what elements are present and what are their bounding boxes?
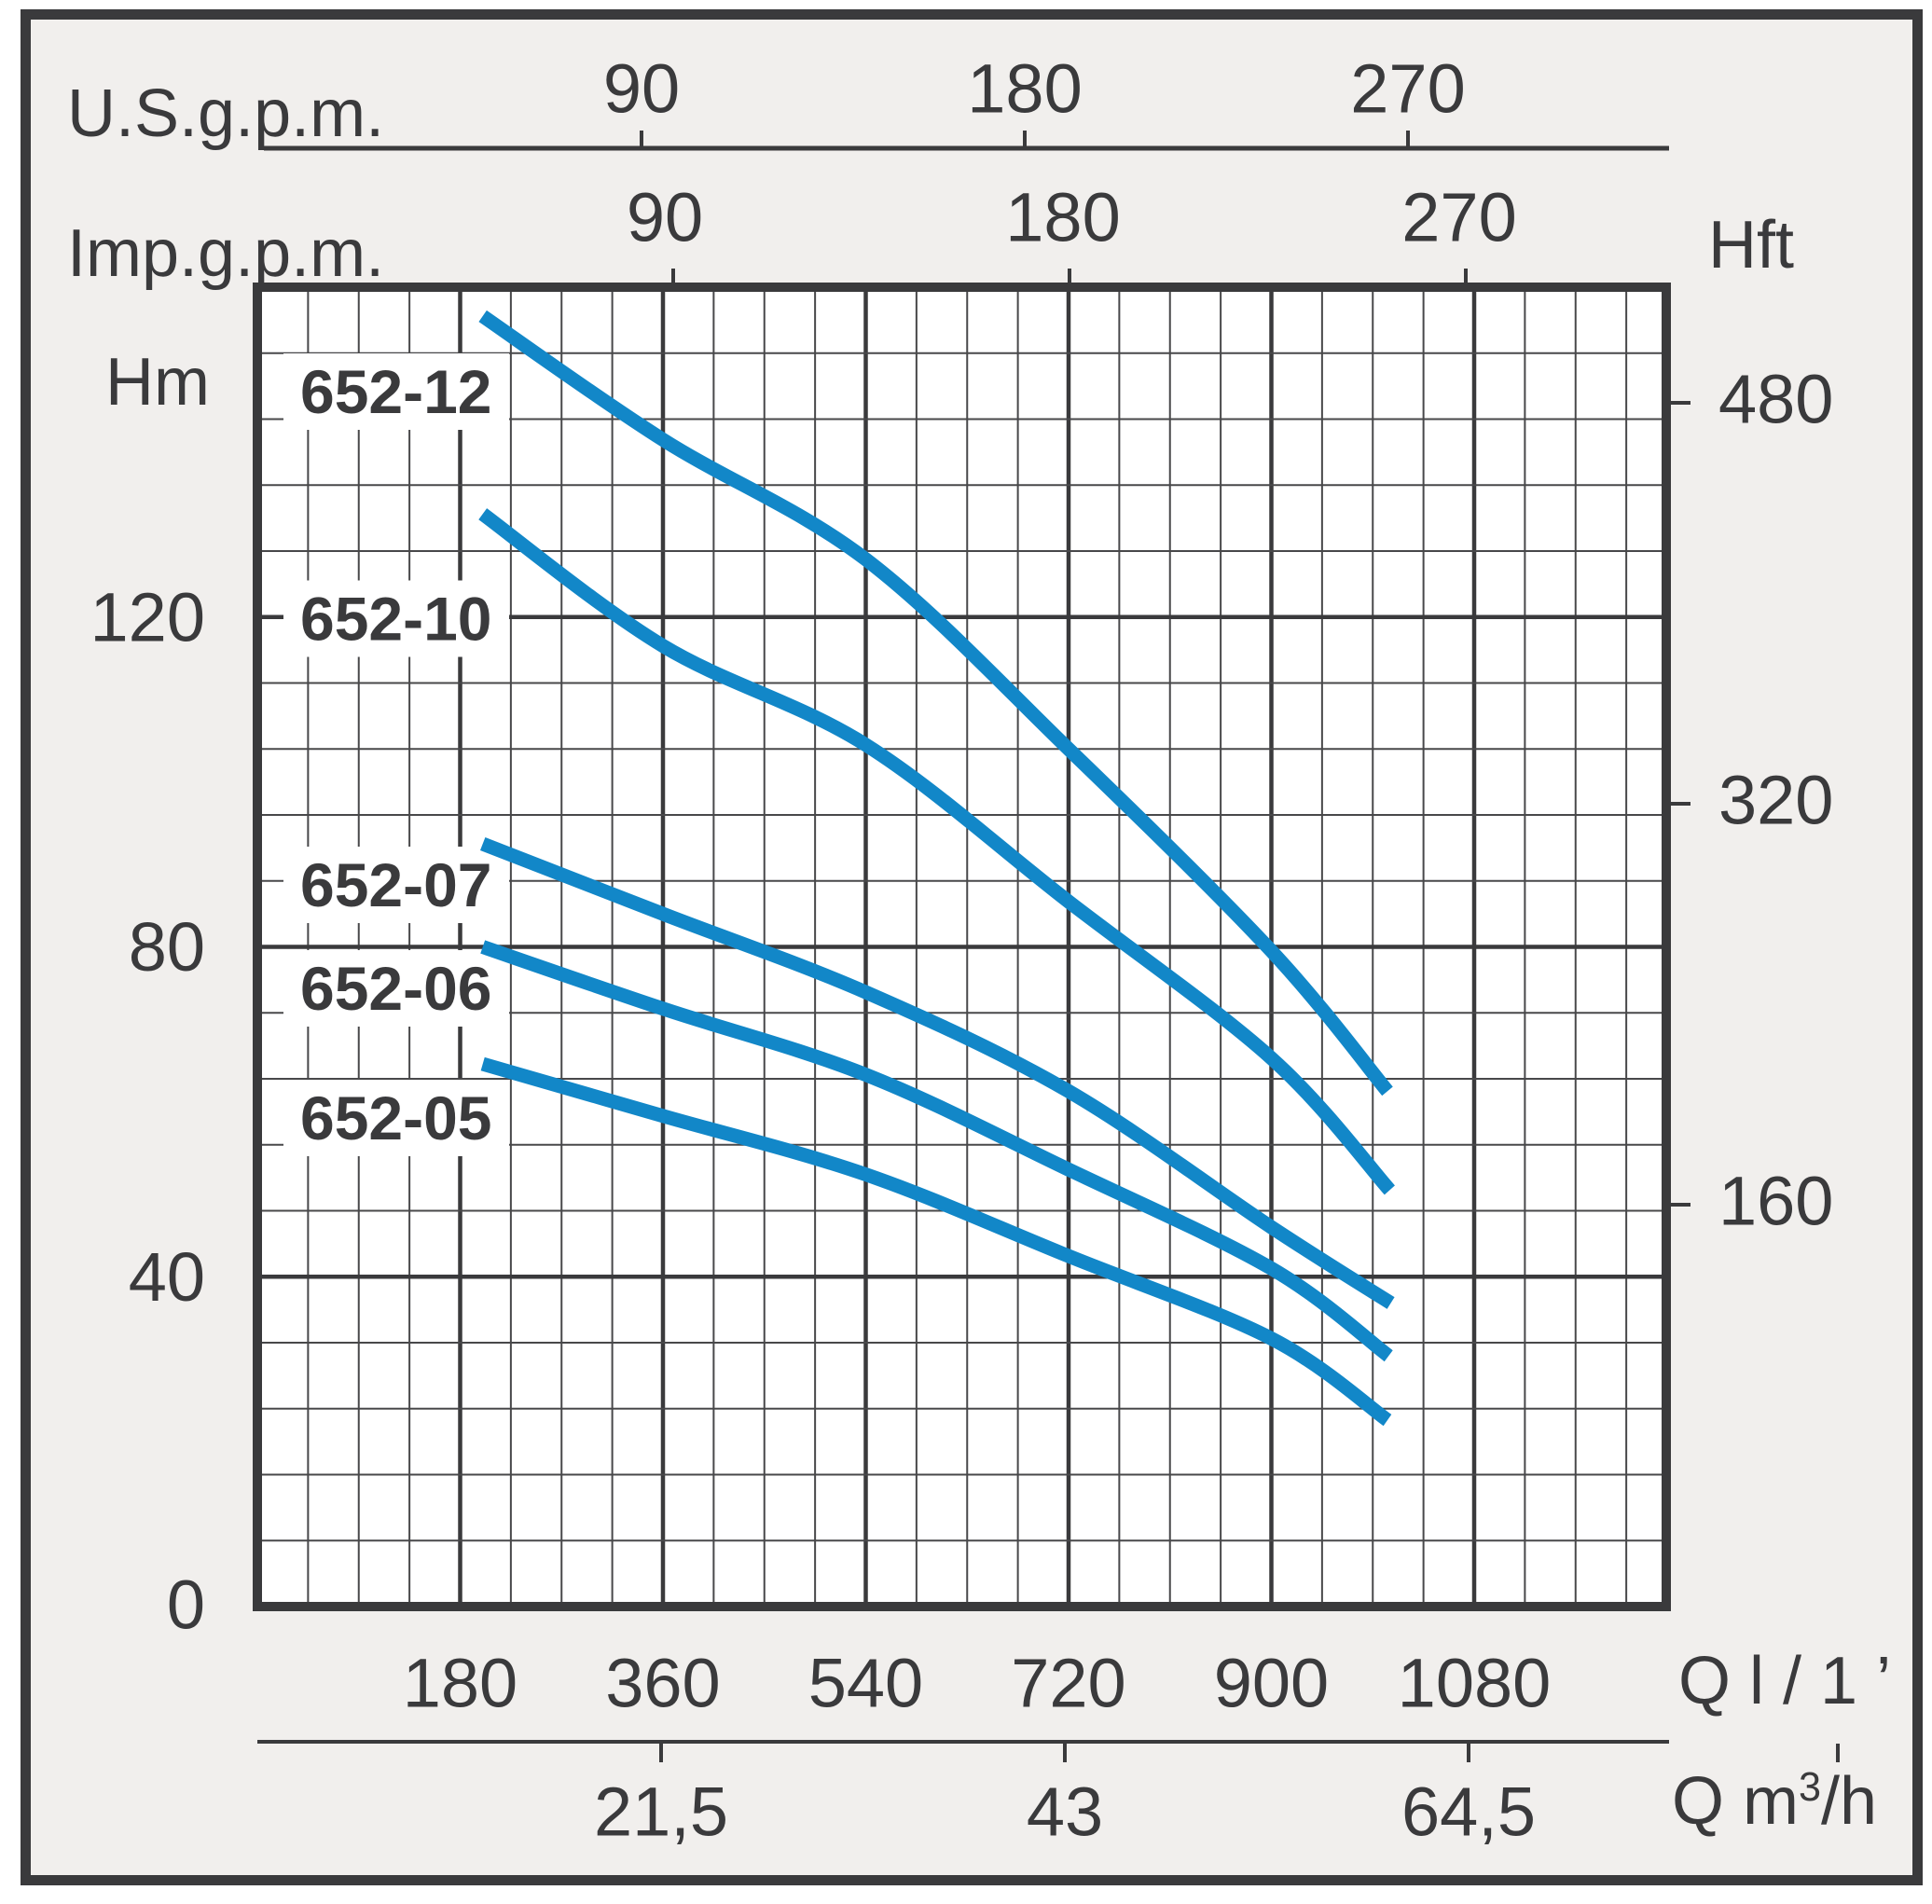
curve-652-10 xyxy=(478,508,1395,1195)
curve-652-07 xyxy=(479,837,1395,1309)
q-lmin-tick-label: 720 xyxy=(1011,1645,1125,1722)
curve-label-box xyxy=(283,847,509,923)
q-lmin-tick-label: 1080 xyxy=(1398,1645,1552,1722)
curve-label-box xyxy=(283,353,509,430)
q-m3h-tick-label: 43 xyxy=(1027,1773,1103,1851)
curve-label-652-06: 652-06 xyxy=(300,954,492,1023)
q-lmin-tick-label: 180 xyxy=(403,1645,518,1722)
us-gpm-tick-label: 90 xyxy=(603,50,680,128)
axis-label-hm: Hm xyxy=(105,345,210,420)
hft-tick-label: 320 xyxy=(1718,762,1833,839)
curve-652-05 xyxy=(480,1056,1392,1427)
axis-label-q-m3h-suffix: /h xyxy=(1821,1764,1878,1839)
axis-label-q-l-min: Q l / 1 ’ xyxy=(1678,1644,1892,1718)
q-lmin-tick-label: 360 xyxy=(605,1645,720,1722)
curve-label-652-05: 652-05 xyxy=(300,1083,492,1152)
axis-label-imp-gpm: Imp.g.p.m. xyxy=(67,216,385,291)
axis-label-us-gpm: U.S.g.p.m. xyxy=(67,76,385,151)
hm-tick-label: 0 xyxy=(167,1566,205,1644)
hm-tick-label: 120 xyxy=(90,578,205,655)
curve-label-box xyxy=(283,1080,509,1156)
axis-label-q-m3h-sup: 3 xyxy=(1798,1765,1822,1810)
curve-652-06 xyxy=(480,940,1393,1362)
curve-652-12 xyxy=(478,310,1393,1097)
hft-tick-label: 160 xyxy=(1718,1163,1833,1240)
us-gpm-tick-label: 270 xyxy=(1350,50,1465,128)
curve-label-652-10: 652-10 xyxy=(300,585,492,654)
curve-label-box xyxy=(283,950,509,1027)
axis-label-q-m3h-prefix: Q m xyxy=(1672,1764,1799,1839)
plot-border xyxy=(253,283,1671,1611)
imp-gpm-tick-label: 180 xyxy=(1005,179,1120,256)
imp-gpm-tick-label: 90 xyxy=(627,179,703,256)
q-m3h-tick-label: 21,5 xyxy=(594,1773,728,1851)
hm-tick-label: 40 xyxy=(129,1238,205,1316)
curve-label-box xyxy=(283,580,509,657)
hft-tick-label: 480 xyxy=(1718,361,1833,438)
axis-label-hft: Hft xyxy=(1708,208,1795,283)
hm-tick-label: 80 xyxy=(129,908,205,986)
outer-frame xyxy=(21,9,1923,1885)
q-m3h-tick-label: 64,5 xyxy=(1401,1773,1536,1851)
us-gpm-tick-label: 180 xyxy=(967,50,1082,128)
curve-label-652-12: 652-12 xyxy=(300,357,492,426)
q-lmin-tick-label: 900 xyxy=(1214,1645,1329,1722)
curve-label-652-07: 652-07 xyxy=(300,850,492,919)
axis-label-q-m3h: Q m3/h xyxy=(1672,1765,1877,1835)
imp-gpm-tick-label: 270 xyxy=(1401,179,1516,256)
q-lmin-tick-label: 540 xyxy=(808,1645,923,1722)
